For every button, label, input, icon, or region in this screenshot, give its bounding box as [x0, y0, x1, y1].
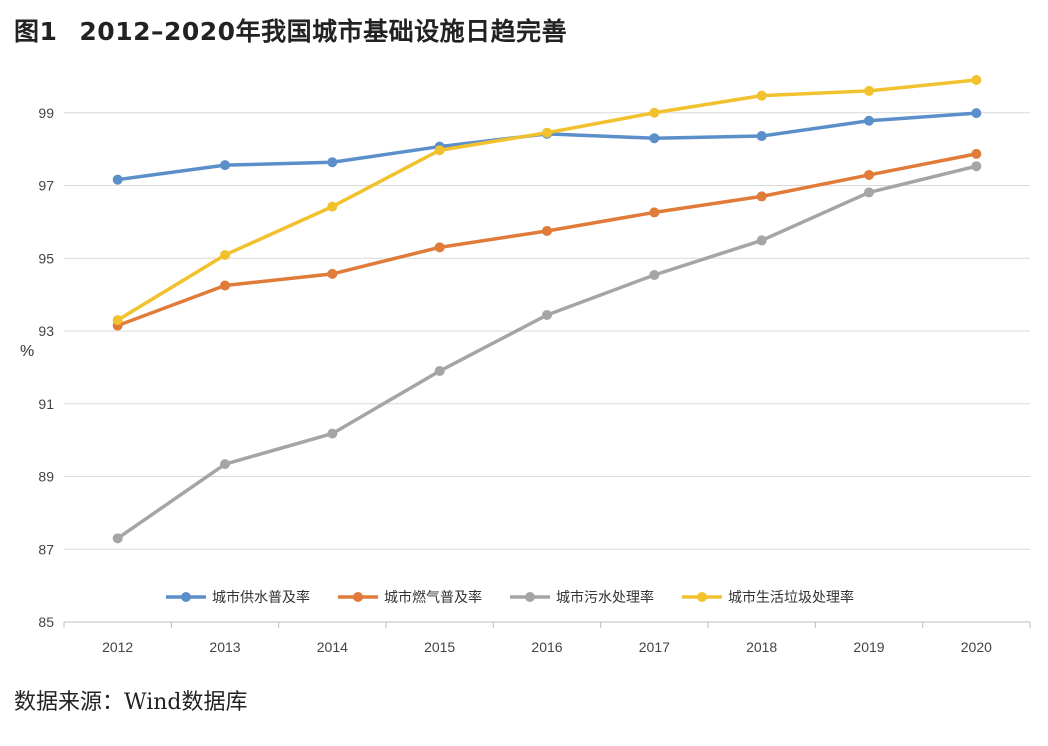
data-point — [112, 533, 123, 544]
legend-item: 城市供水普及率 — [166, 589, 310, 606]
data-point — [220, 249, 230, 260]
legend-label: 城市供水普及率 — [212, 589, 310, 606]
legend-swatch-marker — [697, 592, 707, 602]
data-point — [112, 174, 123, 185]
data-point — [220, 280, 230, 291]
data-point — [434, 145, 445, 156]
x-tick-label: 2014 — [317, 639, 348, 655]
y-tick-label: 89 — [38, 469, 54, 485]
data-point — [434, 242, 445, 253]
data-point — [971, 75, 982, 86]
data-point — [864, 115, 874, 126]
data-point — [327, 268, 338, 279]
series-line — [115, 152, 979, 328]
data-point — [542, 225, 552, 236]
data-point — [971, 148, 982, 159]
x-tick-label: 2020 — [961, 639, 992, 655]
x-tick-label: 2016 — [531, 639, 562, 655]
data-point — [756, 131, 767, 142]
y-tick-label: 97 — [38, 178, 54, 194]
data-point — [971, 108, 982, 119]
legend-item: 城市燃气普及率 — [338, 589, 482, 606]
data-point — [542, 127, 552, 138]
data-point — [756, 235, 767, 246]
data-point — [112, 315, 123, 326]
series-0 — [112, 108, 982, 185]
legend-swatch-marker — [181, 592, 191, 602]
chart-title: 图1 2012–2020年我国城市基础设施日趋完善 — [14, 12, 567, 48]
data-point — [327, 428, 338, 439]
data-point — [220, 160, 230, 171]
data-point — [864, 169, 874, 180]
data-point — [864, 187, 874, 198]
y-tick-label: 93 — [38, 323, 54, 339]
x-tick-label: 2012 — [102, 639, 133, 655]
series-lines — [112, 75, 982, 544]
y-tick-label: 95 — [38, 250, 54, 266]
y-tick-label: 99 — [38, 105, 54, 121]
y-axis-label: % — [20, 343, 34, 360]
series-3 — [112, 75, 982, 326]
legend-label: 城市燃气普及率 — [384, 589, 482, 606]
data-point — [756, 90, 767, 101]
data-point — [327, 157, 338, 168]
series-line — [115, 164, 979, 541]
data-point — [434, 366, 445, 377]
legend-swatch-marker — [525, 592, 535, 602]
x-axis: 2012 2013 2014 2015 2016 2017 2018 2019 2020 — [63, 621, 1031, 655]
x-tick-label: 2018 — [746, 639, 777, 655]
data-point — [327, 201, 338, 212]
data-point — [220, 459, 230, 470]
legend-label: 城市污水处理率 — [556, 589, 654, 606]
x-tick-label: 2017 — [639, 639, 670, 655]
data-point — [649, 269, 660, 280]
x-tick-label: 2015 — [424, 639, 455, 655]
y-tick-label: 87 — [38, 541, 54, 557]
series-2 — [112, 161, 982, 544]
y-axis-ticks: 85 87 89 91 93 95 97 99 — [38, 105, 54, 630]
data-point — [649, 107, 660, 118]
figure-title: 2012–2020年我国城市基础设施日趋完善 — [79, 17, 568, 46]
legend-label: 城市生活垃圾处理率 — [728, 589, 854, 606]
x-tick-label: 2013 — [209, 639, 240, 655]
grid-lines — [64, 112, 1030, 550]
legend-item: 城市污水处理率 — [510, 589, 654, 606]
data-point — [756, 191, 767, 202]
data-source: 数据来源：Wind数据库 — [14, 690, 248, 715]
data-point — [542, 309, 552, 320]
series-line — [115, 111, 979, 182]
y-tick-label: 85 — [38, 614, 54, 630]
legend: 城市供水普及率 城市燃气普及率 城市污水处理率 城市生活垃圾处理率 — [166, 589, 854, 606]
legend-item: 城市生活垃圾处理率 — [682, 589, 854, 606]
data-point — [649, 133, 660, 144]
data-point — [864, 85, 874, 96]
x-tick-label: 2019 — [853, 639, 884, 655]
data-point — [649, 207, 660, 218]
legend-swatch-marker — [353, 592, 363, 602]
figure-label: 图1 — [14, 17, 58, 46]
series-1 — [112, 148, 982, 331]
y-tick-label: 91 — [38, 396, 54, 412]
data-point — [971, 161, 982, 172]
